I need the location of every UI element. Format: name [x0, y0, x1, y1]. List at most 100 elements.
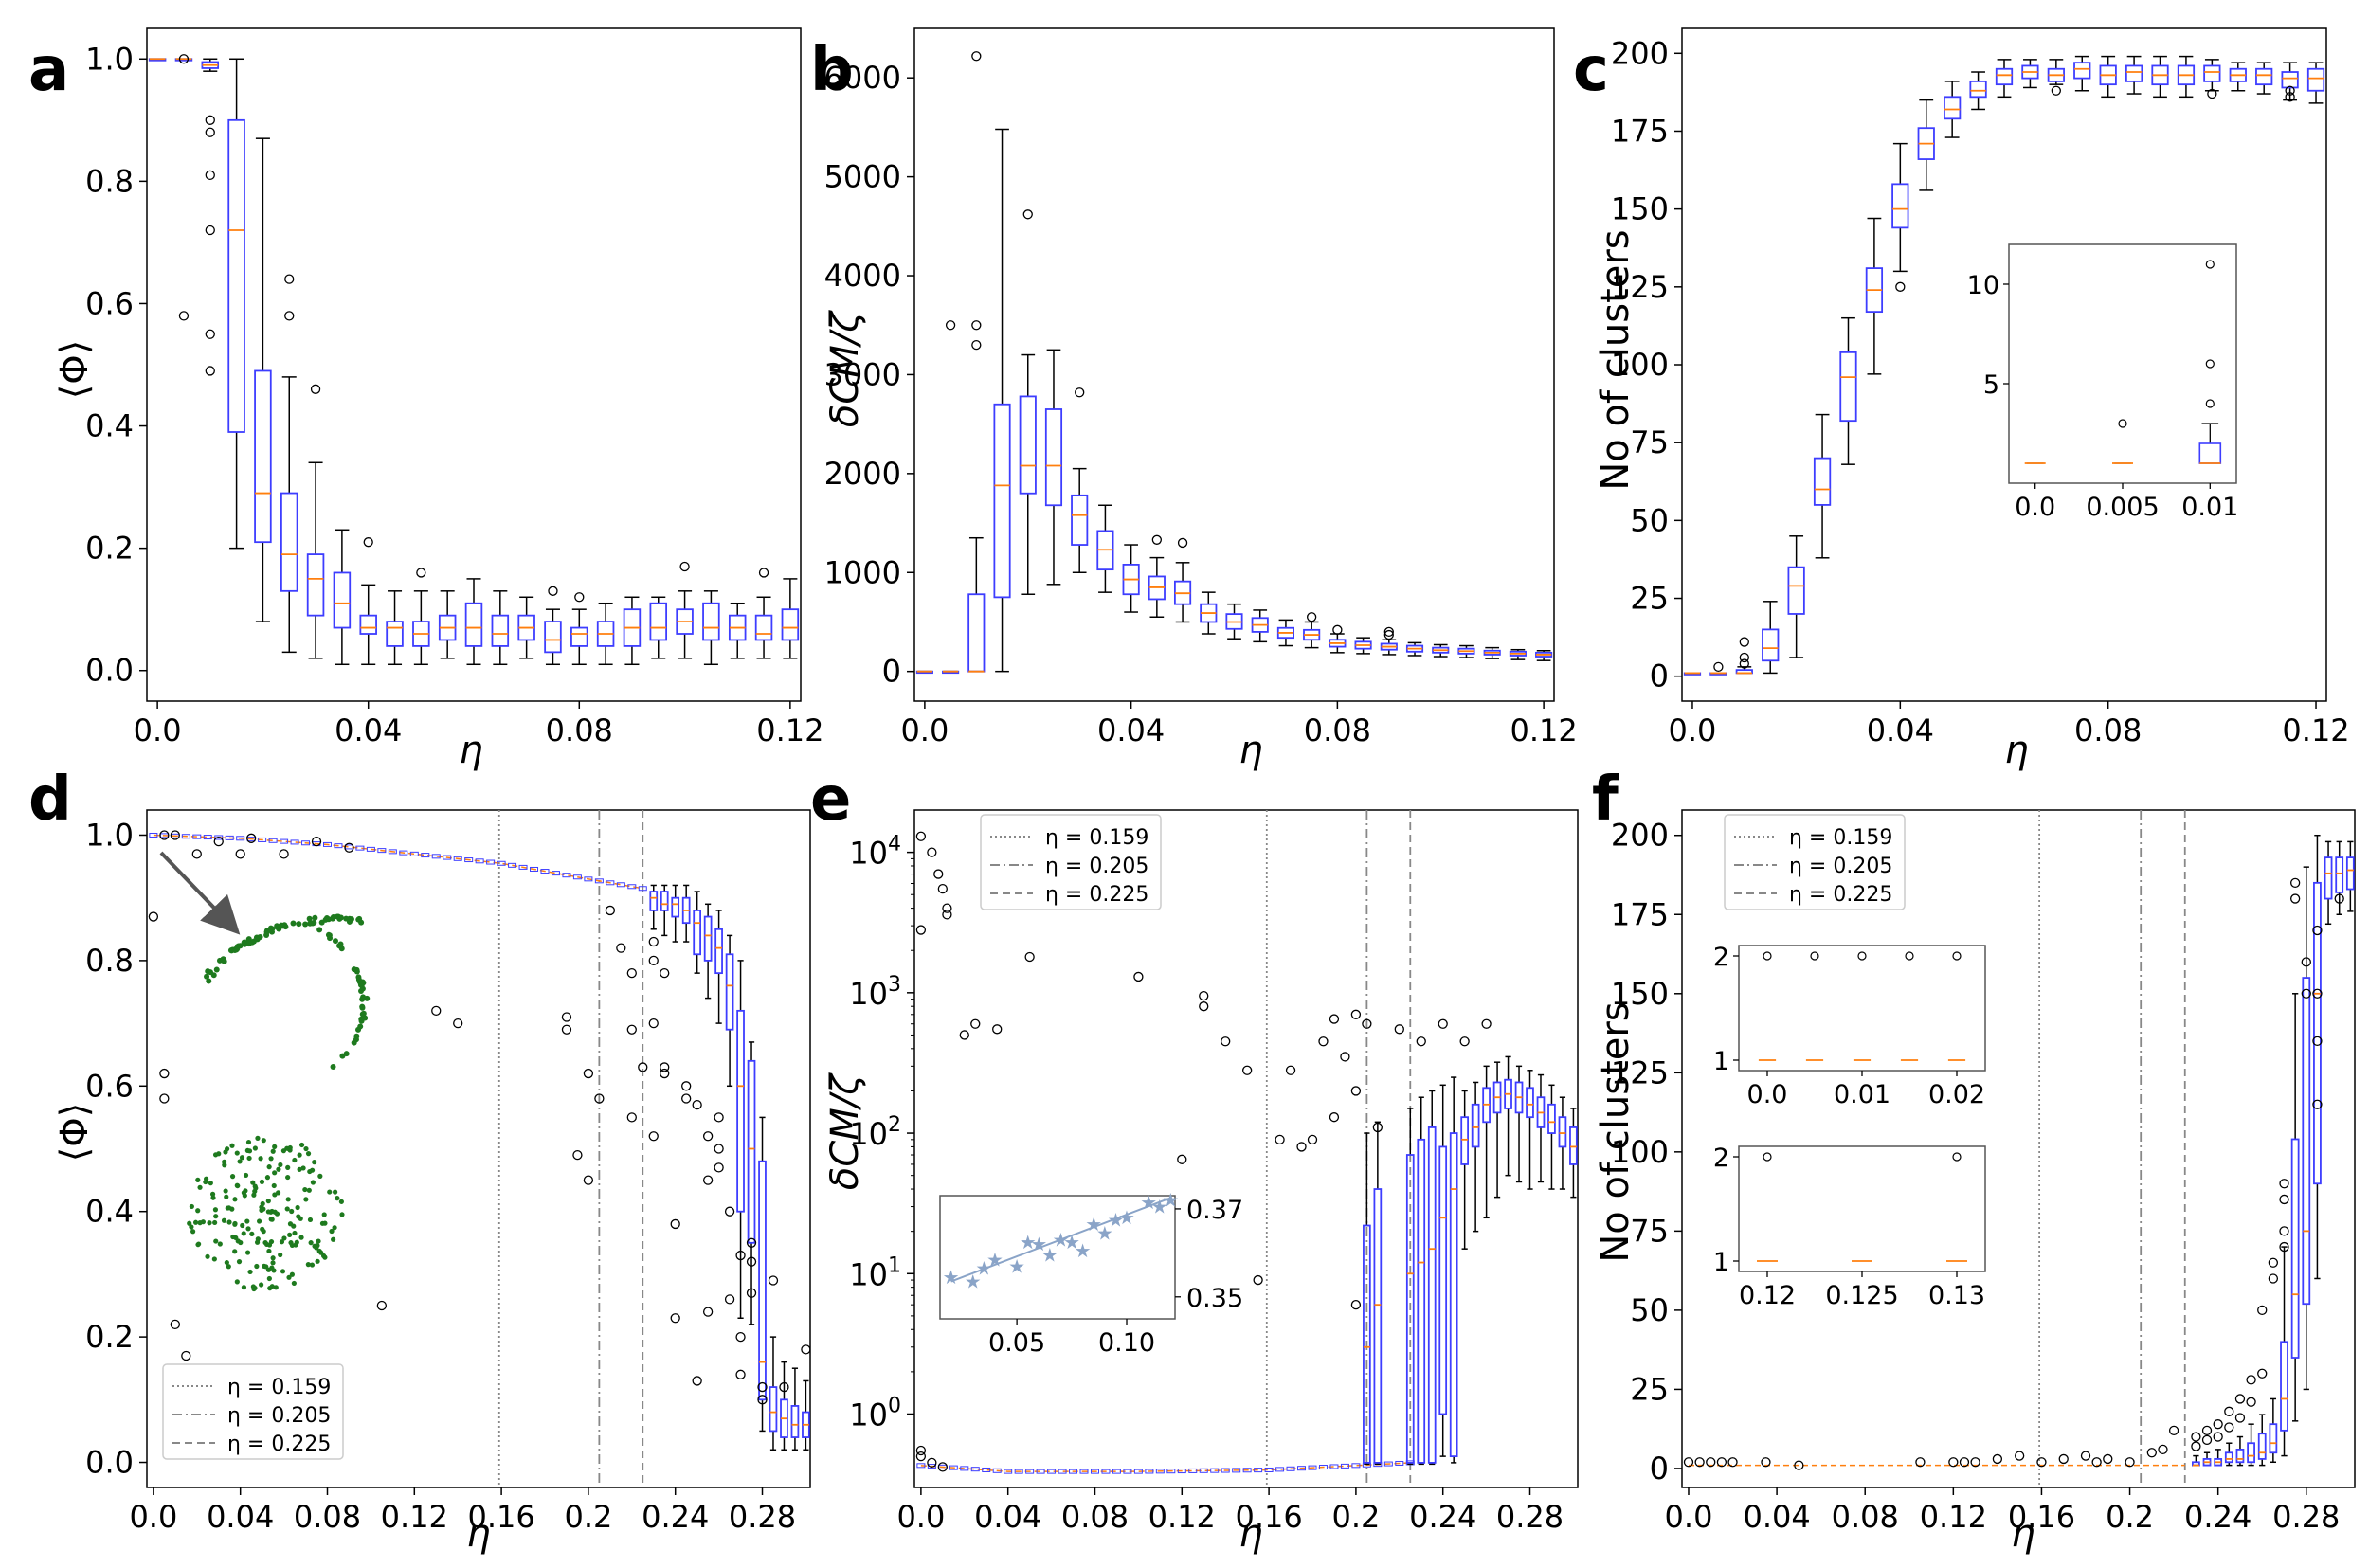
- ytick-label-c-6: 150: [1611, 191, 1669, 227]
- ytick-label-e-3: 103: [849, 973, 901, 1012]
- xtick-label-e-5: 0.2: [1331, 1499, 1380, 1535]
- inset-xtick-label-e-0-0: 0.05: [988, 1328, 1045, 1358]
- disordered-agent-140: [247, 1269, 253, 1275]
- disordered-agent-45: [241, 1231, 246, 1236]
- outlier-e-34: [1459, 1036, 1470, 1047]
- panel-label-a: a: [28, 35, 69, 105]
- outlier-f-18: [2125, 1457, 2135, 1468]
- arc-agent-66: [245, 936, 252, 943]
- small-box-d-16: [322, 841, 332, 847]
- disordered-agent-43: [289, 1208, 295, 1215]
- small-box-e-43: [1383, 1461, 1393, 1467]
- box-f-flier-11-2: [2312, 988, 2323, 999]
- inset-star-7: ★: [1041, 1244, 1058, 1267]
- disordered-agent-189: [195, 1177, 201, 1182]
- disordered-agent-2: [339, 1212, 345, 1217]
- box-d-flier-4-0: [692, 1100, 702, 1110]
- box-d-flier-0-0: [648, 955, 659, 966]
- outlier-d-1: [159, 1068, 170, 1079]
- outlier-f-4: [1727, 1457, 1738, 1468]
- box-e-box-13: [1526, 1087, 1534, 1119]
- box-f-flier-11-3: [2312, 925, 2323, 936]
- disordered-agent-170: [216, 1151, 222, 1157]
- disordered-agent-49: [254, 1263, 260, 1270]
- outlier-d-15: [453, 1018, 463, 1029]
- outlier-d-9: [191, 849, 202, 859]
- box-d-box-6: [714, 928, 723, 975]
- disordered-agent-131: [189, 1224, 194, 1230]
- box-d-flier-3-0: [681, 1081, 692, 1091]
- disordered-agent-99: [272, 1192, 278, 1198]
- box-c-box-3: [1762, 628, 1780, 662]
- xtick-label-e-4: 0.16: [1235, 1499, 1302, 1535]
- outlier-e-15: [1221, 1036, 1231, 1047]
- outlier-e-33: [1438, 1018, 1448, 1029]
- box-b-flier-10-0: [1177, 537, 1188, 549]
- outlier-f-14: [2058, 1453, 2069, 1465]
- inset-frame-f-0: [1738, 945, 1986, 1072]
- arc-agent-30: [207, 969, 213, 976]
- box-c-box-6: [1839, 351, 1857, 423]
- outlier-d-12: [311, 836, 322, 847]
- box-d-flier-7-1: [724, 1294, 735, 1305]
- small-box-e-37: [1318, 1465, 1328, 1470]
- box-d-flier-2-1: [670, 1313, 680, 1324]
- outlier-e-17: [1253, 1274, 1263, 1286]
- disordered-agent-80: [207, 1220, 212, 1226]
- outlier-e-2: [927, 847, 937, 857]
- xtick-label-d-3: 0.12: [381, 1499, 448, 1535]
- inset-xtick-label-f-0-1: 0.01: [1834, 1080, 1890, 1109]
- disordered-agent-187: [259, 1282, 264, 1288]
- disordered-agent-78: [315, 1258, 320, 1264]
- outlier-e-24: [1329, 1112, 1340, 1123]
- box-d-flier-2-0: [670, 1218, 680, 1230]
- outlier-d-3: [170, 1319, 180, 1330]
- arc-agent-68: [282, 924, 289, 930]
- inset-star-0: ★: [943, 1266, 960, 1289]
- arc-agent-104: [306, 915, 313, 922]
- outlier-d-24: [616, 943, 626, 953]
- ytick-label-e-1: 101: [849, 1253, 901, 1292]
- disordered-agent-55: [316, 1238, 321, 1244]
- legend-d: η = 0.159 η = 0.205 η = 0.225: [162, 1363, 344, 1460]
- small-box-d-40: [584, 876, 593, 882]
- small-box-e-33: [1275, 1467, 1285, 1472]
- arc-agent-70: [359, 1004, 366, 1011]
- outlier-d-10: [235, 849, 245, 859]
- outlier-e-1: [915, 925, 927, 935]
- xtick-label-f-1: 0.04: [1743, 1499, 1810, 1535]
- small-box-d-0: [149, 832, 158, 838]
- ytick-label-a-0: 0.0: [85, 653, 134, 689]
- box-d-flier-6-1: [714, 1162, 724, 1173]
- outlier-e-16: [1241, 1065, 1253, 1075]
- arc-agent-83: [302, 921, 309, 928]
- box-f-box-10: [2302, 977, 2311, 1306]
- panel-label-f: f: [1592, 765, 1619, 835]
- disordered-agent-182: [226, 1219, 232, 1225]
- box-e-box-4: [1427, 1126, 1437, 1464]
- inset-flier-f-0-3-0: [1905, 951, 1914, 961]
- arc-agent-77: [360, 1010, 367, 1017]
- box-e-box-1: [1373, 1188, 1383, 1464]
- xtick-label-e-1: 0.04: [974, 1499, 1041, 1535]
- outlier-f-20: [2158, 1444, 2168, 1455]
- disordered-agent-156: [246, 1148, 253, 1154]
- ytick-label-a-1: 0.2: [85, 531, 134, 567]
- xlabel-b: η: [1239, 729, 1262, 772]
- inset-flier-f-0-2-0: [1857, 951, 1867, 961]
- disordered-agent-147: [235, 1238, 241, 1244]
- outlier-d-21: [594, 1093, 605, 1104]
- arc-agent-32: [332, 938, 338, 945]
- box-c-box-17: [2125, 64, 2143, 82]
- disordered-agent-56: [303, 1145, 309, 1152]
- arc-agent-62: [360, 994, 367, 1000]
- small-box-e-18: [1112, 1469, 1121, 1474]
- ytick-label-b-6: 6000: [824, 60, 901, 96]
- xtick-label-d-2: 0.08: [294, 1499, 361, 1535]
- outlier-f-12: [2015, 1451, 2025, 1461]
- xtick-label-f-3: 0.12: [1920, 1499, 1987, 1535]
- disordered-agent-198: [291, 1280, 297, 1287]
- ytick-label-d-1: 0.2: [85, 1319, 134, 1355]
- box-c-box-20: [2203, 64, 2221, 82]
- outlier-d-28: [626, 1112, 637, 1123]
